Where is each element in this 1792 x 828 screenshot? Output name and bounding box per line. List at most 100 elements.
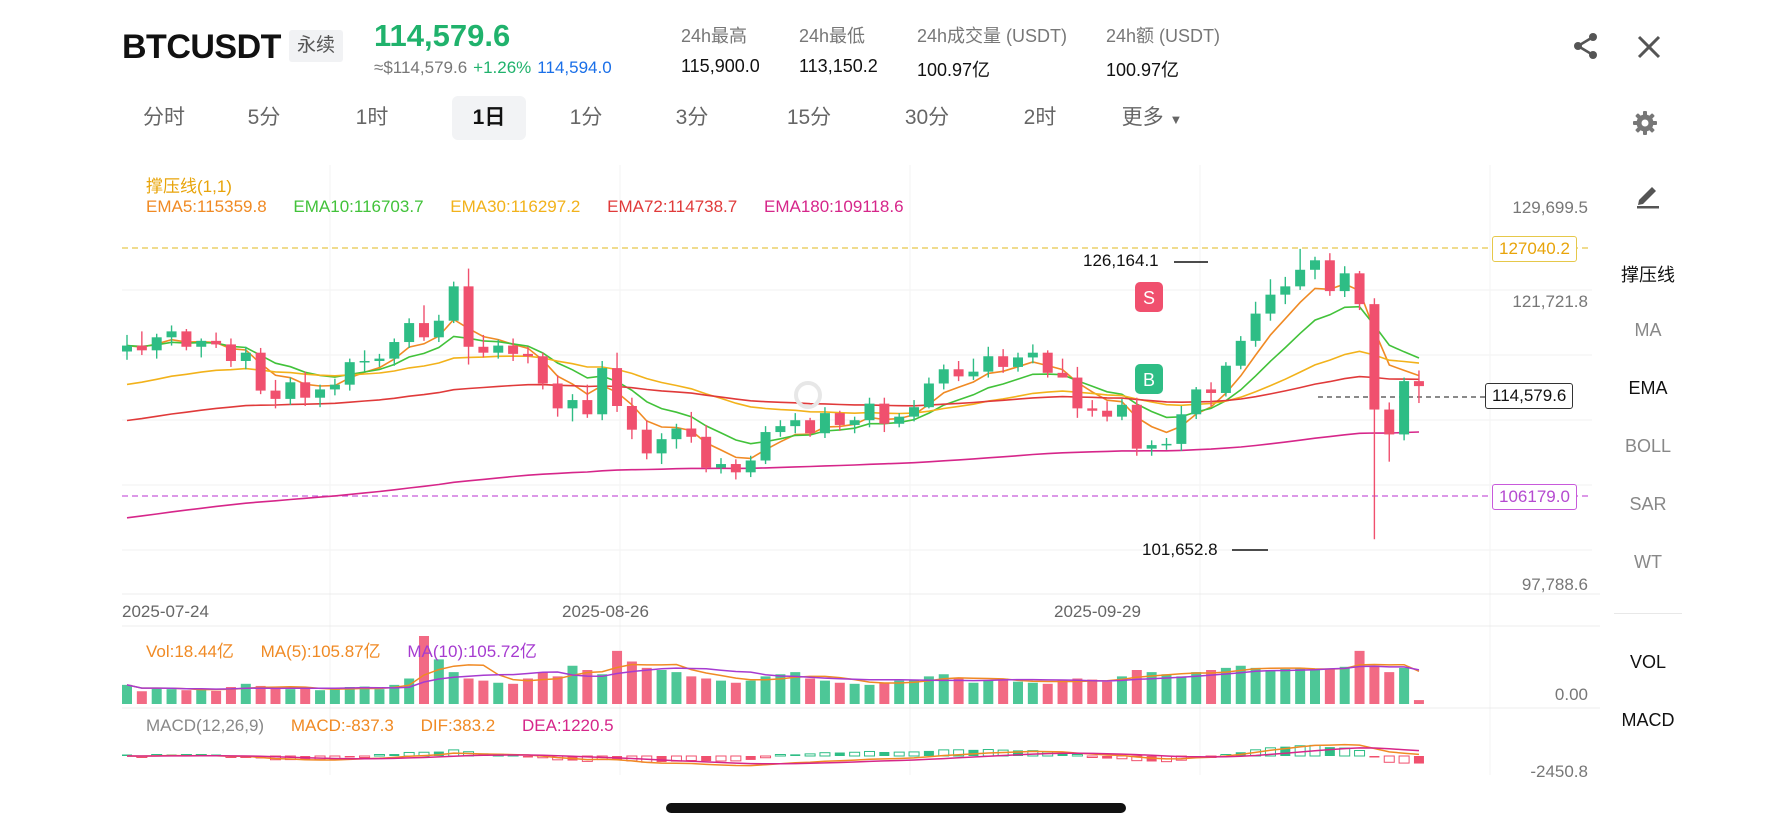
candle-body — [136, 345, 147, 351]
volume-bar — [1116, 676, 1127, 704]
candle-body — [151, 337, 162, 351]
volume-bar — [760, 676, 771, 704]
symbol-title[interactable]: BTCUSDT — [122, 28, 281, 66]
candle-body — [181, 331, 192, 347]
candle-body — [166, 331, 177, 338]
stat-label: 24h成交量 (USDT) — [917, 26, 1068, 46]
price-subline: ≈$114,579.6 +1.26% 114,594.0 — [374, 58, 612, 78]
overlay-wt[interactable]: WT — [1634, 552, 1662, 572]
volume-bar — [567, 665, 578, 704]
volume-bar — [597, 674, 608, 704]
volume-bar — [270, 688, 281, 704]
volume-bar — [225, 687, 236, 704]
volume-bar — [864, 684, 875, 704]
volume-bar — [1265, 670, 1276, 704]
candle-body — [522, 353, 533, 357]
vol-ma10-legend: MA(10):105.72亿 — [407, 642, 537, 661]
volume-bar — [701, 678, 712, 704]
candle-body — [300, 382, 311, 398]
candle-body — [419, 323, 429, 338]
candle-body — [463, 286, 474, 347]
current-price-tag: 114,579.6 — [1485, 383, 1574, 409]
volume-bar — [419, 636, 429, 704]
candle-body — [552, 383, 563, 409]
high-annotation: 126,164.1 — [1083, 251, 1159, 270]
candle-body — [716, 464, 726, 468]
candle-body — [389, 342, 400, 359]
overlay-ma[interactable]: MA — [1634, 320, 1662, 340]
tab-interval-1m[interactable]: 1分 — [569, 106, 603, 129]
ema5-legend: EMA5:115359.8 — [146, 197, 267, 216]
macd-bar — [730, 755, 742, 762]
volume-bar — [1057, 680, 1068, 704]
macd-bar — [923, 750, 934, 756]
macd-bar — [1280, 746, 1291, 756]
macd-bar — [953, 749, 965, 757]
side-divider — [1614, 613, 1682, 614]
candle-body — [641, 429, 652, 454]
share-icon[interactable] — [1572, 32, 1600, 65]
overlay-pressure-line[interactable]: 撑压线 — [1621, 265, 1675, 285]
sub-vol[interactable]: VOL — [1629, 652, 1667, 672]
volume-bar — [730, 682, 741, 704]
tab-interval-3m[interactable]: 3分 — [675, 106, 709, 129]
volume-bar — [240, 683, 251, 704]
header: BTCUSDT 永续 114,579.6 ≈$114,579.6 +1.26% 11… — [0, 0, 1792, 100]
tab-interval-time[interactable]: 分时 — [143, 106, 185, 129]
pressure-line-legend[interactable]: 撑压线(1,1) — [146, 177, 232, 196]
volume-ma-line — [126, 665, 1420, 690]
tab-interval-more[interactable]: 更多 ▼ — [1112, 96, 1192, 140]
close-icon[interactable] — [1636, 34, 1662, 65]
macd-bar — [1102, 756, 1113, 759]
candle-body — [478, 346, 489, 353]
volume-bar — [1235, 665, 1246, 704]
candle-body — [1042, 352, 1053, 373]
ema-lines — [126, 283, 1420, 519]
overlay-boll[interactable]: BOLL — [1624, 436, 1672, 456]
tab-interval-15m[interactable]: 15分 — [786, 106, 832, 129]
support-price-tag: 106179.0 — [1492, 484, 1577, 510]
candle-body — [1250, 313, 1261, 341]
stat-24h-turnover: 24h额 (USDT) 100.97亿 — [1106, 22, 1220, 82]
stat-24h-volume: 24h成交量 (USDT) 100.97亿 — [917, 22, 1067, 82]
volume-bar — [626, 661, 637, 704]
candle-body — [270, 390, 281, 399]
sell-marker: S — [1135, 282, 1163, 312]
volume-bar — [1102, 681, 1113, 704]
sub-macd[interactable]: MACD — [1621, 710, 1675, 730]
overlay-ema[interactable]: EMA — [1628, 378, 1668, 398]
tab-interval-1d[interactable]: 1日 — [452, 96, 526, 140]
tab-interval-2h[interactable]: 2时 — [1023, 106, 1057, 129]
volume-bar — [1310, 670, 1320, 704]
candle-body — [344, 362, 355, 385]
kline-chart[interactable]: S B — [0, 150, 1600, 790]
macd-bar — [745, 756, 756, 760]
tab-interval-30m[interactable]: 30分 — [904, 106, 950, 129]
volume-bar — [463, 678, 474, 704]
volume-bar — [849, 683, 860, 704]
volume-bar — [1087, 679, 1098, 704]
candle-body — [1191, 389, 1202, 415]
macd-axis-bottom: -2450.8 — [1530, 762, 1588, 781]
macd-bar — [656, 756, 667, 763]
dea-legend: DEA:1220.5 — [521, 716, 614, 735]
volume-bar — [998, 678, 1009, 704]
tab-interval-5m[interactable]: 5分 — [247, 106, 281, 129]
volume-bar — [909, 679, 920, 704]
pencil-icon[interactable] — [1610, 181, 1686, 214]
ema-line — [126, 375, 1420, 422]
volume-bar — [1339, 666, 1350, 704]
macd-bar — [849, 751, 861, 757]
overlay-sar[interactable]: SAR — [1629, 494, 1667, 514]
candle-body — [1339, 273, 1350, 292]
candle-body — [1369, 304, 1380, 410]
candle-body — [1072, 377, 1083, 409]
volume-bar — [1384, 672, 1395, 704]
gear-icon[interactable] — [1632, 110, 1658, 141]
stat-label: 24h额 (USDT) — [1106, 26, 1221, 46]
ema72-legend: EMA72:114738.7 — [607, 197, 738, 216]
volume-bar — [1220, 667, 1231, 704]
tab-interval-1h[interactable]: 1时 — [355, 106, 389, 129]
price-axis-top: 129,699.5 — [1512, 198, 1588, 217]
candle-body — [582, 400, 593, 415]
